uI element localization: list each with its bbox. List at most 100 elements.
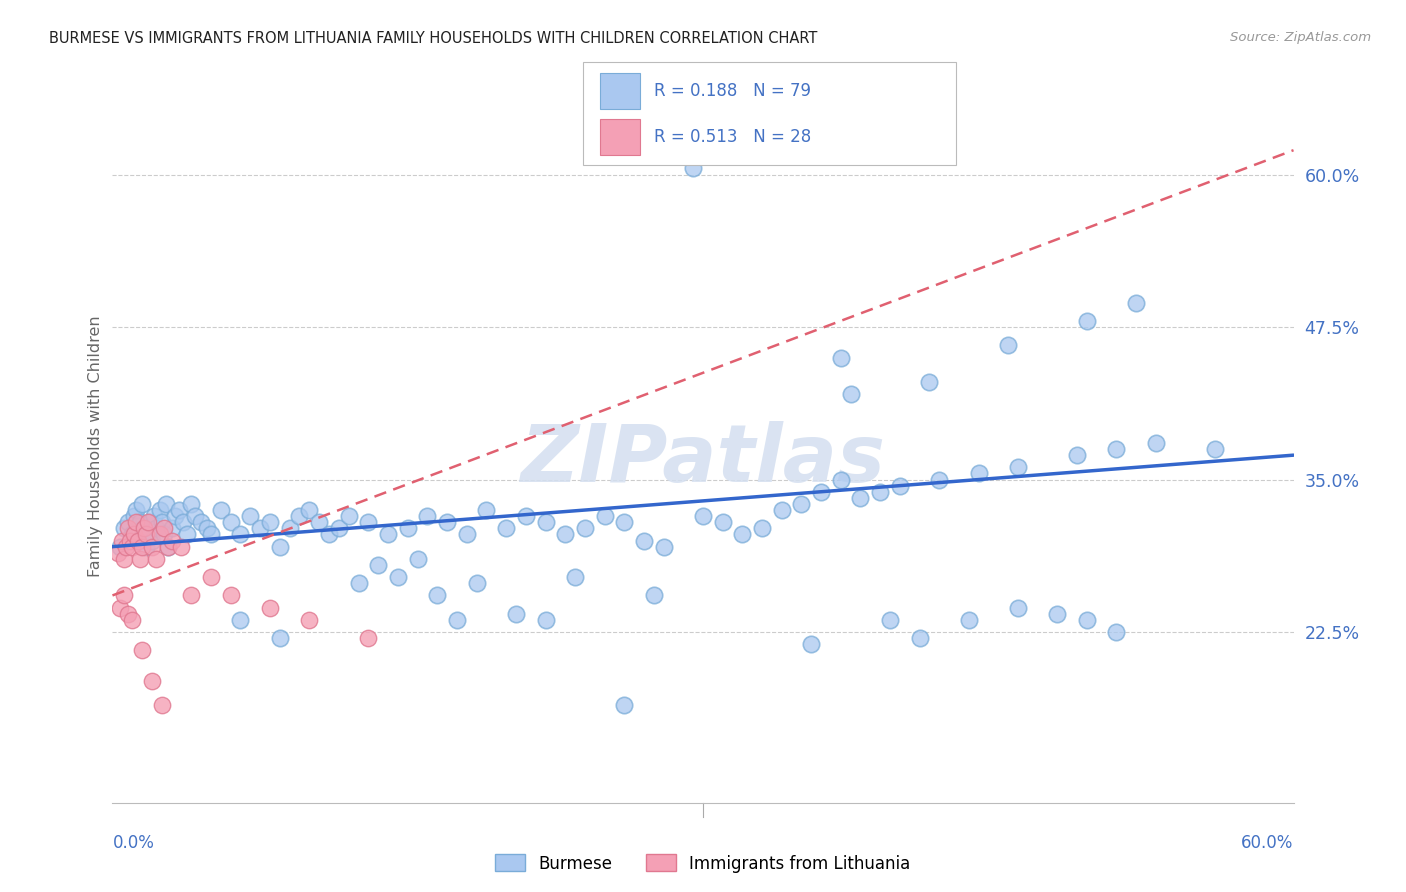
Point	[1076, 613, 1098, 627]
Point	[176, 527, 198, 541]
Point	[1007, 460, 1029, 475]
Point	[318, 527, 340, 541]
Point	[132, 521, 155, 535]
Point	[112, 551, 135, 566]
Point	[1007, 600, 1029, 615]
Point	[131, 497, 153, 511]
Point	[436, 515, 458, 529]
Point	[534, 515, 557, 529]
Point	[515, 509, 537, 524]
Point	[613, 698, 636, 713]
Point	[879, 613, 901, 627]
Text: 60.0%: 60.0%	[1241, 834, 1294, 852]
Point	[1144, 436, 1167, 450]
Point	[122, 509, 145, 524]
Point	[136, 515, 159, 529]
Point	[117, 521, 139, 535]
Point	[396, 521, 419, 535]
Point	[692, 509, 714, 524]
Point	[613, 515, 636, 529]
Point	[810, 484, 832, 499]
Point	[652, 540, 675, 554]
Point	[259, 600, 281, 615]
Point	[1125, 295, 1147, 310]
Point	[1105, 625, 1128, 640]
Point	[172, 515, 194, 529]
Point	[125, 503, 148, 517]
Point	[131, 643, 153, 657]
Point	[790, 497, 813, 511]
Point	[869, 484, 891, 499]
Point	[711, 515, 734, 529]
Point	[149, 527, 172, 541]
Point	[259, 515, 281, 529]
Text: R = 0.513   N = 28: R = 0.513 N = 28	[654, 128, 811, 145]
Point	[269, 631, 291, 645]
Point	[136, 527, 159, 541]
Point	[127, 533, 149, 548]
Point	[129, 551, 152, 566]
Point	[574, 521, 596, 535]
Point	[229, 613, 252, 627]
Point	[145, 521, 167, 535]
Point	[456, 527, 478, 541]
Point	[169, 503, 191, 517]
Point	[475, 503, 498, 517]
Point	[209, 503, 232, 517]
Point	[150, 515, 173, 529]
Point	[142, 509, 165, 524]
Point	[495, 521, 517, 535]
Point	[1046, 607, 1069, 621]
Point	[347, 576, 370, 591]
Point	[770, 503, 793, 517]
Point	[145, 551, 167, 566]
Point	[141, 540, 163, 554]
Point	[160, 533, 183, 548]
Point	[505, 607, 527, 621]
Point	[328, 521, 350, 535]
Point	[308, 515, 330, 529]
Point	[889, 478, 911, 492]
Point	[195, 521, 218, 535]
Point	[839, 387, 862, 401]
Point	[229, 527, 252, 541]
Text: ZIPatlas: ZIPatlas	[520, 421, 886, 500]
Point	[416, 509, 439, 524]
Point	[141, 673, 163, 688]
Point	[149, 503, 172, 517]
Point	[112, 521, 135, 535]
Point	[357, 631, 380, 645]
Point	[957, 613, 980, 627]
Point	[141, 533, 163, 548]
Point	[139, 515, 162, 529]
Point	[298, 503, 321, 517]
Point	[122, 527, 145, 541]
Text: 0.0%: 0.0%	[112, 834, 155, 852]
Point	[219, 515, 242, 529]
Point	[160, 521, 183, 535]
Point	[219, 589, 242, 603]
Point	[830, 351, 852, 365]
Point	[110, 600, 132, 615]
Point	[298, 613, 321, 627]
Point	[121, 613, 143, 627]
Point	[121, 527, 143, 541]
Y-axis label: Family Households with Children: Family Households with Children	[89, 315, 103, 577]
Point	[152, 527, 174, 541]
Point	[1105, 442, 1128, 456]
Point	[928, 473, 950, 487]
Point	[997, 338, 1019, 352]
Point	[117, 515, 139, 529]
Point	[830, 473, 852, 487]
Point	[751, 521, 773, 535]
Point	[152, 521, 174, 535]
Point	[156, 540, 179, 554]
Point	[127, 533, 149, 548]
Point	[731, 527, 754, 541]
Point	[125, 515, 148, 529]
Point	[165, 509, 187, 524]
Point	[184, 509, 207, 524]
Point	[967, 467, 990, 481]
Point	[120, 533, 142, 548]
Point	[593, 509, 616, 524]
